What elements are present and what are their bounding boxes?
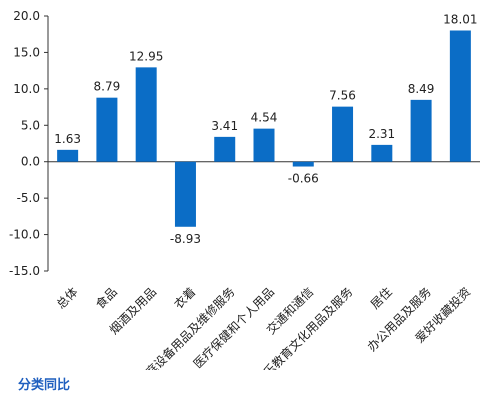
chart-caption: 分类同比 (18, 378, 71, 393)
data-label: 3.41 (211, 119, 238, 133)
bar (292, 161, 314, 167)
y-tick-label: 5.0 (21, 118, 40, 132)
bar (135, 67, 157, 162)
category-label: 衣着 (171, 284, 199, 312)
data-label: 8.79 (94, 80, 121, 94)
y-tick-label: -10.0 (9, 228, 40, 242)
bar (371, 144, 393, 162)
category-label: 总体 (54, 285, 81, 312)
y-tick-label: 0.0 (21, 155, 40, 169)
data-label: -0.66 (288, 172, 319, 186)
y-tick-label: 20.0 (13, 9, 40, 23)
data-label: 4.54 (251, 111, 278, 125)
y-tick-label: -15.0 (9, 264, 40, 278)
y-tick-label: -5.0 (17, 191, 40, 205)
bar (410, 99, 432, 162)
data-label: 7.56 (329, 89, 356, 103)
bar (174, 161, 196, 227)
bar (449, 30, 471, 162)
y-tick-label: 15.0 (13, 45, 40, 59)
category-label: 食品 (92, 284, 120, 312)
data-label: 8.49 (408, 82, 435, 96)
bar (96, 97, 118, 162)
y-tick-label: 10.0 (13, 82, 40, 96)
bar-chart: 20.0 15.0 10.0 5.0 0.0 -5.0 -10.0 -15.0 1.63 总体 8.… (9, 9, 480, 370)
data-label: 18.01 (443, 12, 477, 26)
data-label: 2.31 (368, 127, 395, 141)
category-label: 居住 (368, 285, 395, 312)
data-label: -8.93 (170, 232, 201, 246)
bar (253, 128, 275, 162)
bar (332, 106, 354, 162)
data-label: 12.95 (129, 49, 163, 63)
bar (214, 136, 236, 162)
bar (57, 149, 79, 162)
data-label: 1.63 (54, 132, 81, 146)
